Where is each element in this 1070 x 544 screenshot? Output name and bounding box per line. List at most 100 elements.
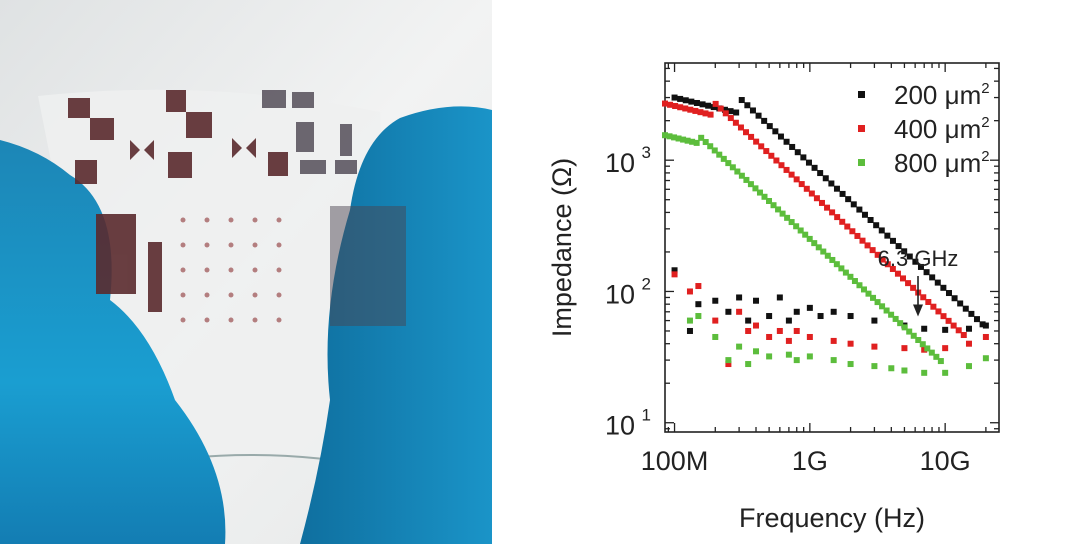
- data-point: [806, 235, 813, 242]
- data-point: [833, 261, 840, 268]
- data-point: [766, 123, 773, 130]
- data-point: [684, 137, 691, 144]
- y-tick-exponent: 2: [642, 274, 651, 293]
- data-point: [682, 97, 689, 104]
- data-point: [775, 206, 782, 213]
- data-point: [850, 201, 857, 208]
- data-point: [883, 307, 890, 314]
- data-point: [919, 341, 926, 348]
- data-point: [725, 160, 732, 167]
- series-200: [671, 94, 989, 334]
- data-point: [982, 333, 989, 340]
- data-point: [847, 340, 854, 347]
- data-point: [934, 279, 941, 286]
- data-point: [753, 348, 760, 355]
- data-point: [794, 149, 801, 156]
- data-point: [859, 237, 866, 244]
- data-point: [829, 256, 836, 263]
- data-point: [849, 228, 856, 235]
- data-point: [672, 103, 679, 110]
- data-point: [785, 337, 792, 344]
- data-point: [711, 147, 718, 154]
- data-point: [842, 269, 849, 276]
- data-point: [915, 336, 922, 343]
- y-axis-title: Impedance (Ω): [547, 158, 577, 337]
- data-point: [680, 136, 687, 143]
- data-point: [847, 361, 854, 368]
- data-point: [789, 143, 796, 150]
- data-point: [945, 290, 952, 297]
- y-tick-label: 10: [605, 148, 635, 178]
- data-point: [950, 322, 957, 329]
- data-point: [745, 361, 752, 368]
- data-point: [901, 367, 908, 374]
- data-point: [824, 204, 831, 211]
- data-point: [905, 280, 912, 287]
- data-point: [803, 185, 810, 192]
- data-point: [712, 317, 719, 324]
- data-point: [818, 199, 825, 206]
- data-point: [779, 210, 786, 217]
- data-point: [729, 164, 736, 171]
- data-point: [736, 294, 743, 301]
- data-point: [925, 298, 932, 305]
- data-point: [957, 300, 964, 307]
- data-point: [686, 288, 693, 295]
- data-point: [800, 154, 807, 161]
- data-point: [912, 258, 919, 265]
- data-point: [889, 265, 896, 272]
- data-point: [725, 361, 732, 368]
- data-point: [671, 271, 678, 278]
- x-tick-label: 100M: [641, 446, 709, 476]
- data-point: [808, 190, 815, 197]
- data-point: [940, 313, 947, 320]
- data-point: [745, 327, 752, 334]
- data-point: [667, 101, 674, 108]
- data-point: [710, 104, 717, 111]
- data-point: [763, 148, 770, 155]
- data-point: [906, 328, 913, 335]
- data-point: [811, 240, 818, 247]
- annotation-label: 6.3 GHz: [878, 246, 959, 271]
- data-point: [712, 297, 719, 304]
- data-point: [697, 109, 704, 116]
- annotation-arrow-head: [913, 304, 924, 317]
- data-point: [860, 286, 867, 293]
- impedance-plot: 100M 1G 10G 10 1 10 2 10 3 Frequency (Hz) Impedanc…: [547, 62, 1000, 533]
- data-point: [677, 104, 684, 111]
- data-point: [854, 232, 861, 239]
- data-point: [851, 278, 858, 285]
- data-point: [793, 176, 800, 183]
- data-point: [921, 325, 928, 332]
- data-point: [755, 112, 762, 119]
- data-point: [935, 308, 942, 315]
- data-point: [784, 214, 791, 221]
- data-point: [727, 115, 734, 122]
- data-point: [770, 202, 777, 209]
- data-point: [761, 193, 768, 200]
- data-point: [721, 106, 728, 113]
- legend-marker-400: [858, 125, 865, 132]
- data-point: [921, 346, 928, 353]
- data-point: [962, 305, 969, 312]
- data-point: [856, 282, 863, 289]
- data-point: [960, 332, 967, 339]
- data-point: [965, 325, 972, 332]
- data-point: [738, 97, 745, 104]
- data-point: [879, 256, 886, 263]
- data-point: [707, 143, 714, 150]
- data-point: [753, 297, 760, 304]
- data-point: [734, 168, 741, 175]
- y-tick-exponent: 1: [642, 406, 651, 425]
- right-glove: [300, 106, 492, 544]
- data-point: [662, 132, 668, 139]
- data-point: [901, 324, 908, 331]
- data-point: [699, 101, 706, 108]
- data-point: [806, 304, 813, 311]
- x-tick-label: 1G: [792, 446, 828, 476]
- data-point: [783, 138, 790, 145]
- data-point: [776, 294, 783, 301]
- data-point: [712, 100, 719, 107]
- data-point: [979, 321, 986, 328]
- data-point: [682, 105, 689, 112]
